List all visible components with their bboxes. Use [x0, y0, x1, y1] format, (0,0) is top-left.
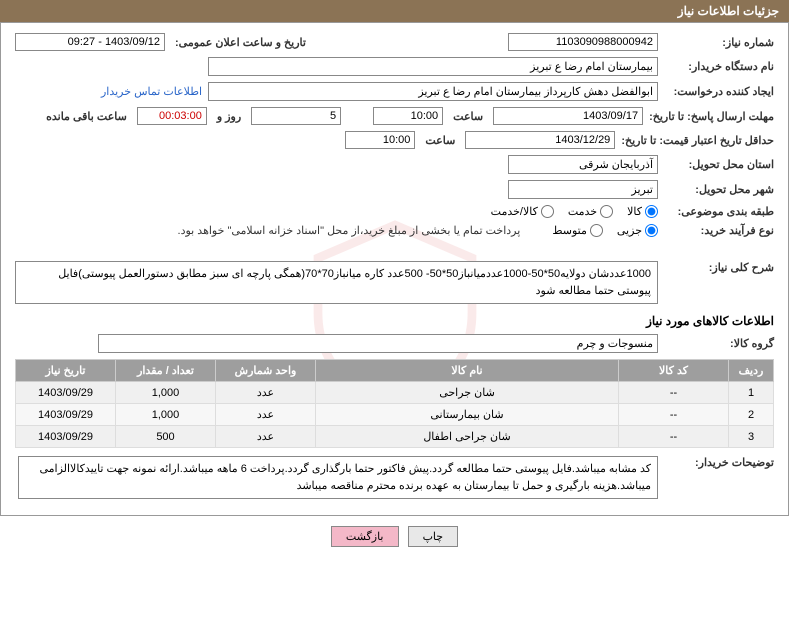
buyer-org-label: نام دستگاه خریدار:: [664, 60, 774, 73]
page-title: جزئیات اطلاعات نیاز: [0, 0, 789, 22]
back-button[interactable]: بازگشت: [331, 526, 399, 547]
buyer-notes-field: کد مشابه میباشد.فایل پیوستی حتما مطالعه …: [18, 456, 658, 499]
contact-link[interactable]: اطلاعات تماس خریدار: [101, 85, 202, 98]
table-row: 2--شان بیمارستانیعدد1,0001403/09/29: [16, 404, 774, 426]
days-field: 5: [251, 107, 341, 125]
category-radio-0[interactable]: کالا: [627, 205, 658, 218]
deadline-time-field: 10:00: [373, 107, 443, 125]
th-code: کد کالا: [619, 360, 729, 382]
deadline-label: مهلت ارسال پاسخ: تا تاریخ:: [649, 110, 774, 123]
time-label-2: ساعت: [421, 134, 459, 147]
buy-type-label: نوع فرآیند خرید:: [664, 224, 774, 237]
need-no-label: شماره نیاز:: [664, 36, 774, 49]
buyer-notes-label: توضیحات خریدار:: [664, 456, 774, 469]
th-row: ردیف: [729, 360, 774, 382]
desc-label: شرح کلی نیاز:: [664, 261, 774, 274]
buyer-org-field: بیمارستان امام رضا ع تبریز: [208, 57, 658, 76]
province-field: آذربایجان شرقی: [508, 155, 658, 174]
need-no-field: 1103090988000942: [508, 33, 658, 51]
category-radio-2[interactable]: کالا/خدمت: [491, 205, 554, 218]
city-field: تبریز: [508, 180, 658, 199]
desc-field: 1000عددشان دولایه50*50-1000عددمیانباز50*…: [15, 261, 658, 304]
time-label-1: ساعت: [449, 110, 487, 123]
payment-note: پرداخت تمام یا بخشی از مبلغ خرید،از محل …: [178, 224, 521, 237]
province-label: استان محل تحویل:: [664, 158, 774, 171]
days-and-label: روز و: [213, 110, 245, 123]
goods-group-field: منسوجات و چرم: [98, 334, 658, 353]
th-date: تاریخ نیاز: [16, 360, 116, 382]
category-radio-group: کالا خدمت کالا/خدمت: [491, 205, 658, 218]
validity-label: حداقل تاریخ اعتبار قیمت: تا تاریخ:: [621, 134, 774, 147]
remain-time-field: 00:03:00: [137, 107, 207, 125]
th-unit: واحد شمارش: [216, 360, 316, 382]
announce-date-field: 1403/09/12 - 09:27: [15, 33, 165, 51]
th-qty: تعداد / مقدار: [116, 360, 216, 382]
th-name: نام کالا: [316, 360, 619, 382]
category-radio-1[interactable]: خدمت: [568, 205, 613, 218]
category-label: طبقه بندی موضوعی:: [664, 205, 774, 218]
request-creator-label: ایجاد کننده درخواست:: [664, 85, 774, 98]
buy-type-radio-group: جزیی متوسط: [552, 224, 658, 237]
request-creator-field: ابوالفضل دهش کارپرداز بیمارستان امام رضا…: [208, 82, 658, 101]
goods-section-title: اطلاعات کالاهای مورد نیاز: [15, 314, 774, 328]
validity-time-field: 10:00: [345, 131, 415, 149]
city-label: شهر محل تحویل:: [664, 183, 774, 196]
goods-table: ردیف کد کالا نام کالا واحد شمارش تعداد /…: [15, 359, 774, 448]
buytype-radio-1[interactable]: متوسط: [552, 224, 603, 237]
remain-label: ساعت باقی مانده: [42, 110, 131, 123]
table-row: 3--شان جراحی اطفالعدد5001403/09/29: [16, 426, 774, 448]
table-row: 1--شان جراحیعدد1,0001403/09/29: [16, 382, 774, 404]
validity-date-field: 1403/12/29: [465, 131, 615, 149]
print-button[interactable]: چاپ: [408, 526, 459, 547]
announce-date-label: تاریخ و ساعت اعلان عمومی:: [171, 36, 310, 49]
goods-group-label: گروه کالا:: [664, 337, 774, 350]
deadline-date-field: 1403/09/17: [493, 107, 643, 125]
buytype-radio-0[interactable]: جزیی: [617, 224, 658, 237]
